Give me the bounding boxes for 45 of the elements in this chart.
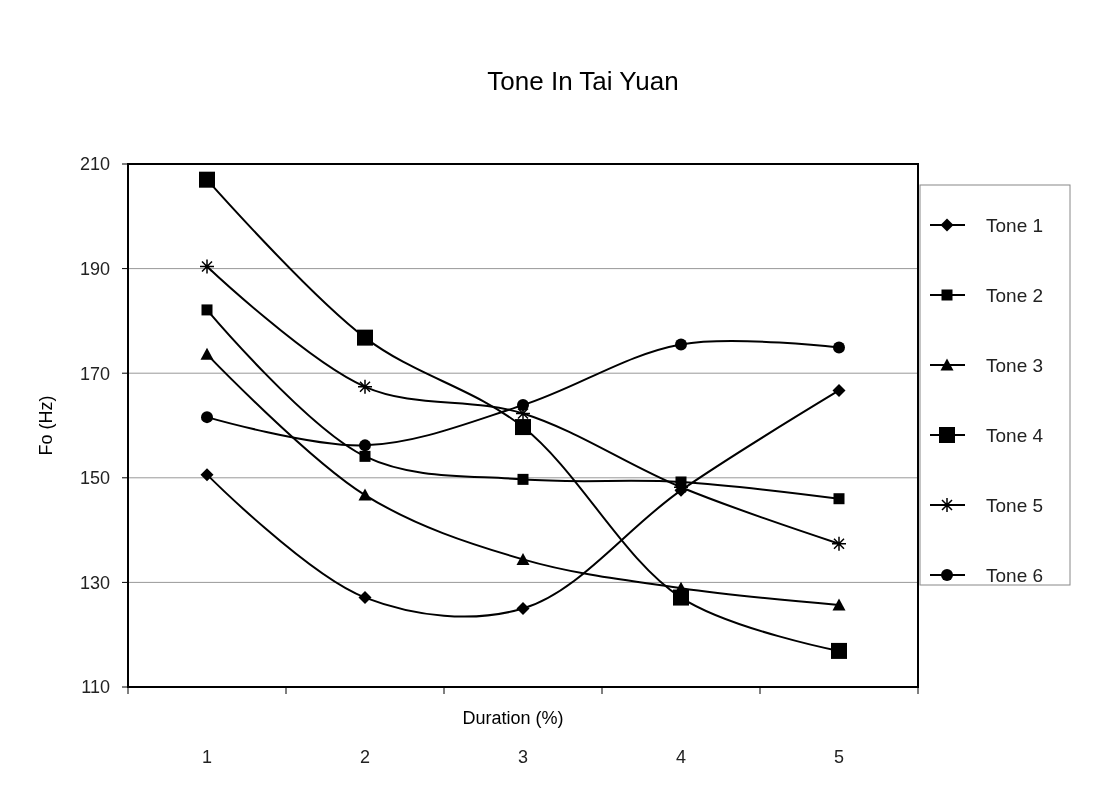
point [516, 602, 530, 616]
x-tick-label: 4 [675, 747, 687, 768]
point [358, 488, 372, 501]
y-tick-label: 130 [79, 572, 110, 593]
point [675, 338, 687, 351]
y-tick-label: 110 [81, 677, 110, 698]
point [673, 589, 689, 606]
point [358, 591, 372, 605]
legend-label: Tone 6 [986, 564, 1044, 586]
y-tick-label: 150 [79, 468, 110, 489]
x-tick-label: 3 [517, 747, 529, 768]
y-tick-label: 170 [79, 363, 110, 384]
x-tick-label: 5 [833, 747, 845, 768]
point [199, 171, 215, 188]
point [357, 379, 373, 395]
point [516, 552, 530, 565]
x-tick-label: 2 [359, 747, 371, 768]
point [515, 419, 531, 436]
point [832, 383, 846, 397]
point [833, 493, 845, 505]
point [201, 304, 213, 316]
y-tick-label: 210 [79, 154, 110, 175]
point [831, 642, 847, 659]
point [359, 450, 371, 462]
point [517, 473, 529, 485]
x-axis-title: Duration (%) [462, 708, 564, 729]
point [200, 347, 214, 360]
y-tick-label: 190 [79, 258, 110, 279]
point [201, 411, 213, 424]
point [517, 399, 529, 412]
point [199, 258, 215, 275]
point [357, 329, 373, 346]
point [359, 439, 371, 452]
point [833, 341, 845, 354]
x-tick-label: 1 [201, 747, 213, 768]
y-axis-title: Fo (Hz) [36, 395, 57, 456]
chart-title: Tone In Tai Yuan [487, 66, 679, 96]
legend-label: Tone 4 [986, 424, 1044, 446]
point [831, 535, 847, 552]
point [200, 468, 214, 482]
legend-label: Tone 5 [986, 494, 1044, 516]
point [832, 598, 846, 611]
legend-label: Tone 2 [986, 284, 1044, 306]
legend-label: Tone 3 [986, 354, 1044, 376]
legend-label: Tone 1 [986, 214, 1044, 236]
